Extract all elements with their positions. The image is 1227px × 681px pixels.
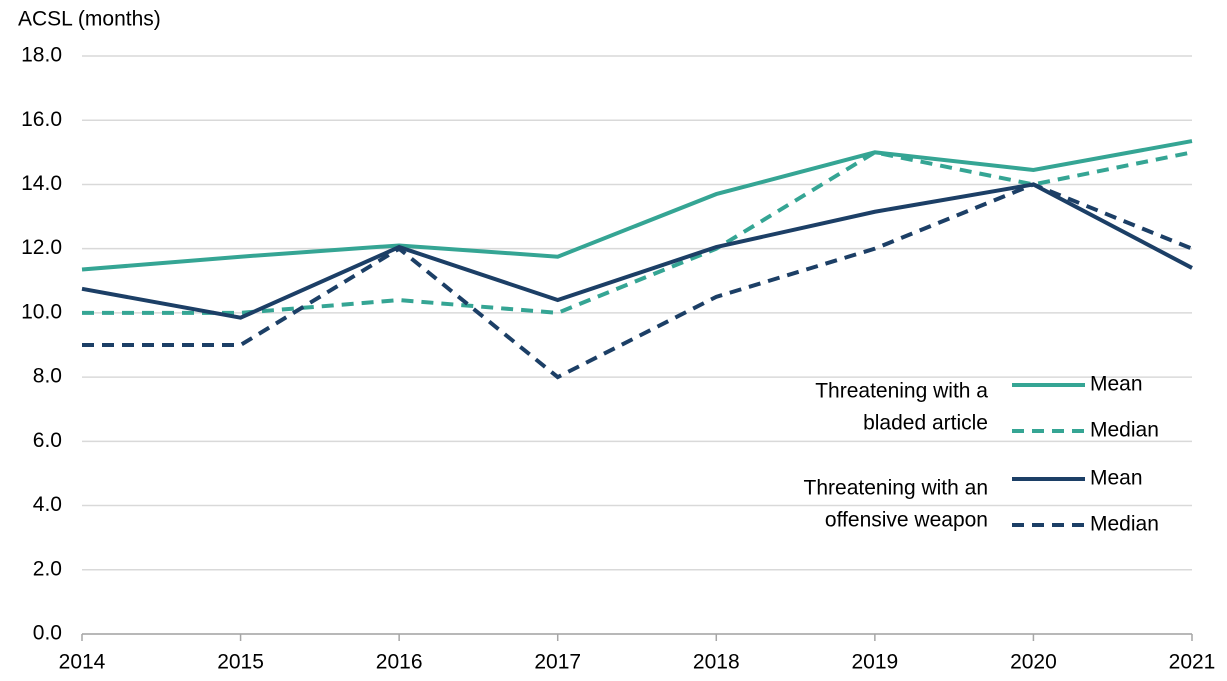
y-tick-label: 14.0 [21, 172, 62, 195]
y-tick-label: 2.0 [33, 557, 62, 580]
x-tick-label: 2018 [693, 651, 740, 674]
x-tick-label: 2017 [534, 651, 581, 674]
series-line [82, 150, 1193, 315]
y-tick-label: 18.0 [21, 44, 62, 67]
y-axis-label: ACSL (months) [18, 8, 161, 31]
x-tick-label: 2021 [1169, 651, 1216, 674]
y-tick-label: 12.0 [21, 236, 62, 259]
x-tick-label: 2014 [59, 651, 106, 674]
y-tick-label: 4.0 [33, 493, 62, 516]
legend-group-label: bladed article [863, 412, 988, 435]
y-tick-label: 16.0 [21, 108, 62, 131]
legend-label: Mean [1090, 467, 1143, 490]
x-tick-label: 2016 [376, 651, 423, 674]
series-line [81, 182, 1193, 320]
y-tick-label: 8.0 [33, 365, 62, 388]
y-tick-label: 0.0 [33, 622, 62, 645]
x-tick-label: 2020 [1010, 651, 1057, 674]
legend-label: Median [1090, 513, 1159, 536]
legend-label: Median [1090, 419, 1159, 442]
x-tick-label: 2015 [217, 651, 264, 674]
y-tick-label: 6.0 [33, 429, 62, 452]
legend-group-label: Threatening with a [815, 380, 988, 403]
series-line [82, 182, 1193, 380]
series-line [81, 139, 1193, 272]
legend-group-label: offensive weapon [825, 509, 988, 532]
y-tick-label: 10.0 [21, 300, 62, 323]
x-tick-label: 2019 [851, 651, 898, 674]
legend-group-label: Threatening with an [804, 477, 988, 500]
legend-label: Mean [1090, 373, 1143, 396]
